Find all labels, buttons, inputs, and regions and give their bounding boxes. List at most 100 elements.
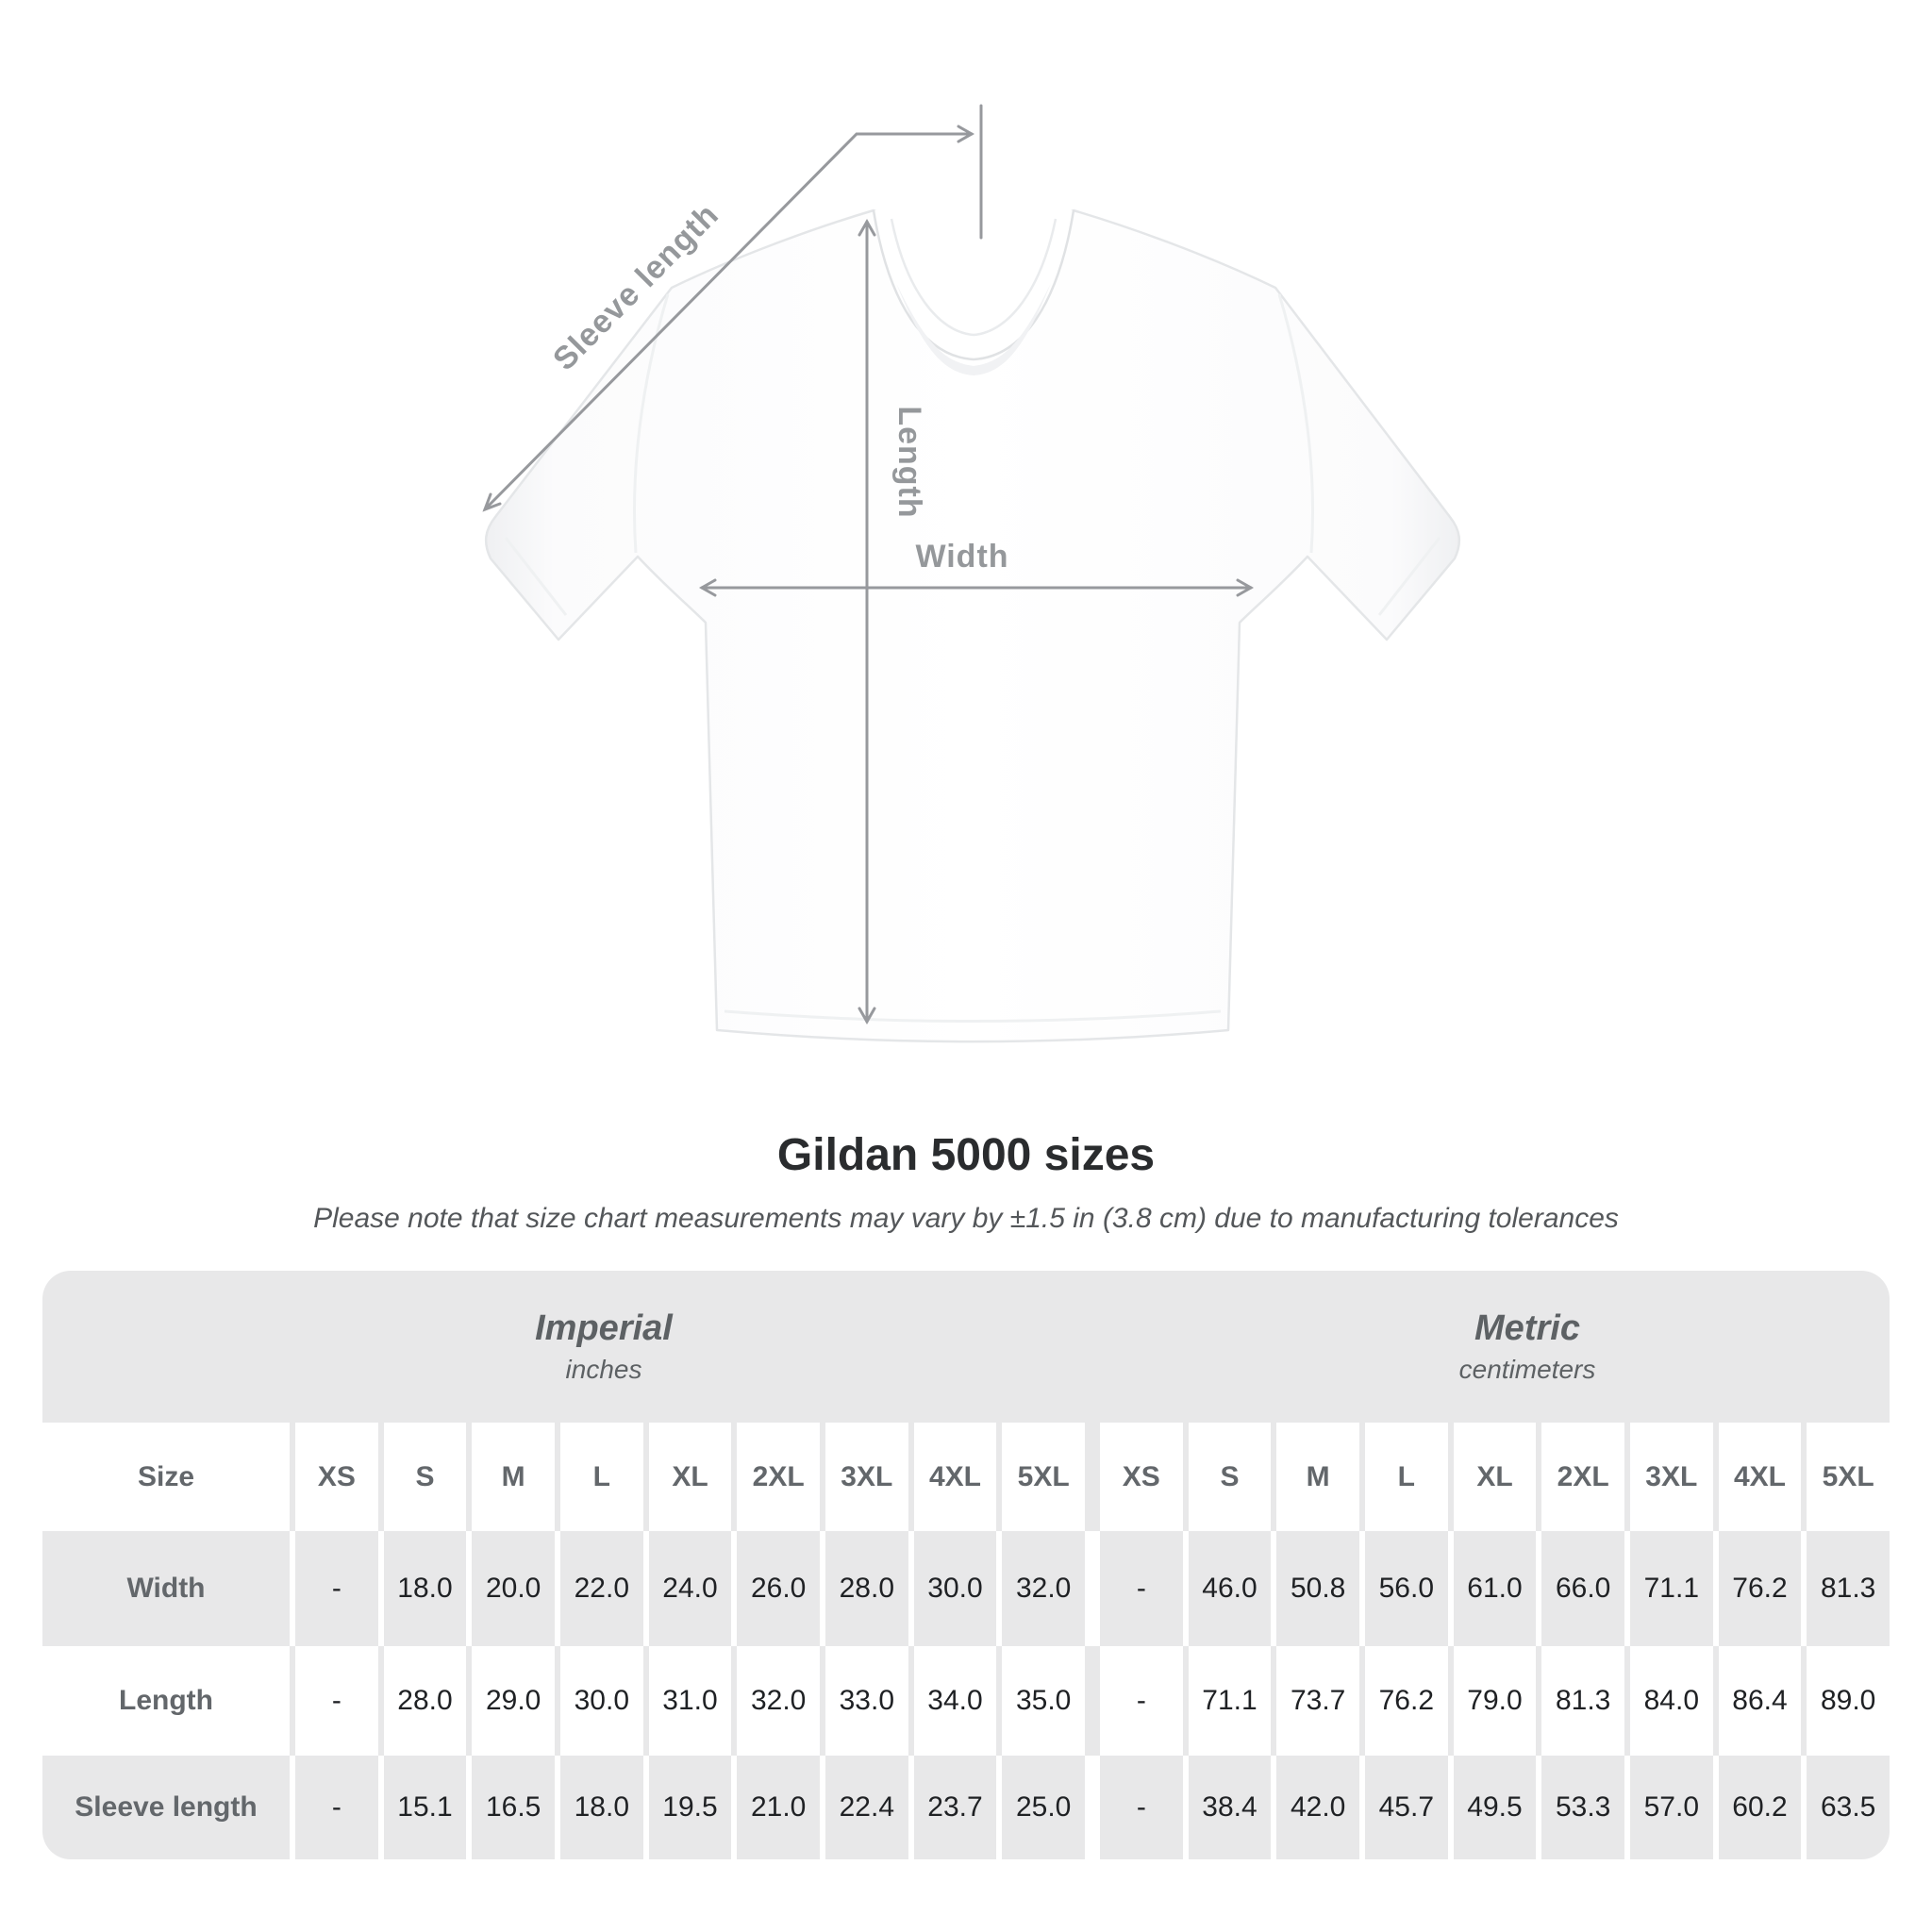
col-header-metric-5xl: 5XL — [1807, 1423, 1890, 1531]
table-cell: 28.0 — [383, 1646, 467, 1756]
imperial-unit-label: inches — [565, 1355, 642, 1384]
table-cell: - — [295, 1756, 378, 1859]
table-cell: - — [1099, 1646, 1183, 1756]
table-cell: 35.0 — [1002, 1646, 1085, 1756]
table-cell: 81.3 — [1541, 1646, 1624, 1756]
page-title: Gildan 5000 sizes — [776, 1130, 1156, 1180]
tshirt-illustration — [484, 208, 1461, 1043]
table-cell: - — [1099, 1531, 1183, 1646]
tshirt-measurement-diagram: Sleeve length Length Width — [482, 104, 1461, 1043]
table-row-length: Length - 28.0 29.0 30.0 31.0 32.0 33.0 3… — [42, 1646, 1890, 1756]
table-cell: 28.0 — [824, 1531, 908, 1646]
table-cell: 18.0 — [383, 1531, 467, 1646]
table-cell: 33.0 — [824, 1646, 908, 1756]
table-row-sleeve-length: Sleeve length - 15.1 16.5 18.0 19.5 21.0… — [42, 1756, 1890, 1859]
size-corner-label: Size — [137, 1460, 195, 1492]
col-header-imperial-5xl: 5XL — [1002, 1423, 1085, 1531]
table-cell: 49.5 — [1453, 1756, 1537, 1859]
size-header-row: Size XS S M L XL 2XL 3XL 4XL 5XL XS S M … — [42, 1423, 1890, 1531]
table-cell: 56.0 — [1364, 1531, 1448, 1646]
table-cell: 25.0 — [1002, 1756, 1085, 1859]
col-header-metric-3xl: 3XL — [1629, 1423, 1713, 1531]
table-cell: 29.0 — [472, 1646, 555, 1756]
table-cell: 23.7 — [913, 1756, 997, 1859]
col-header-imperial-xl: XL — [648, 1423, 732, 1531]
section-divider — [1091, 1423, 1094, 1531]
table-cell: 15.1 — [383, 1756, 467, 1859]
section-divider — [1091, 1531, 1094, 1646]
tolerance-note: Please note that size chart measurements… — [313, 1203, 1619, 1234]
table-cell: 19.5 — [648, 1756, 732, 1859]
size-corner-cell: Size — [42, 1423, 290, 1531]
table-cell: 57.0 — [1629, 1756, 1713, 1859]
table-cell: 71.1 — [1629, 1531, 1713, 1646]
table-cell: 79.0 — [1453, 1646, 1537, 1756]
table-cell: 76.2 — [1718, 1531, 1802, 1646]
table-cell: 34.0 — [913, 1646, 997, 1756]
table-cell: 66.0 — [1541, 1531, 1624, 1646]
col-header-imperial-xs: XS — [295, 1423, 378, 1531]
measurement-arrows — [482, 104, 1255, 1025]
table-cell: 46.0 — [1188, 1531, 1272, 1646]
table-cell: 22.0 — [559, 1531, 643, 1646]
table-cell: 81.3 — [1807, 1531, 1890, 1646]
table-cell: 50.8 — [1276, 1531, 1359, 1646]
row-label-cell: Length — [42, 1646, 290, 1756]
table-cell: 18.0 — [559, 1756, 643, 1859]
table-cell: 71.1 — [1188, 1646, 1272, 1756]
table-cell: - — [1099, 1756, 1183, 1859]
col-header-metric-xs: XS — [1099, 1423, 1183, 1531]
table-cell: 21.0 — [737, 1756, 820, 1859]
col-header-metric-xl: XL — [1453, 1423, 1537, 1531]
table-cell: 22.4 — [824, 1756, 908, 1859]
table-cell: 63.5 — [1807, 1756, 1890, 1859]
unit-header-row: Imperial inches Metric centimeters — [42, 1271, 1890, 1423]
metric-unit-label: centimeters — [1458, 1355, 1596, 1384]
table-cell: 89.0 — [1807, 1646, 1890, 1756]
table-cell: 30.0 — [559, 1646, 643, 1756]
table-row-width: Width - 18.0 20.0 22.0 24.0 26.0 28.0 30… — [42, 1531, 1890, 1646]
table-cell: 53.3 — [1541, 1756, 1624, 1859]
table-cell: 26.0 — [737, 1531, 820, 1646]
table-cell: 16.5 — [472, 1756, 555, 1859]
table-cell: 60.2 — [1718, 1756, 1802, 1859]
col-header-metric-4xl: 4XL — [1718, 1423, 1802, 1531]
col-header-imperial-2xl: 2XL — [737, 1423, 820, 1531]
col-header-imperial-3xl: 3XL — [824, 1423, 908, 1531]
col-header-imperial-4xl: 4XL — [913, 1423, 997, 1531]
table-cell: 32.0 — [737, 1646, 820, 1756]
metric-section-header: Metric centimeters — [1165, 1271, 1890, 1423]
table-cell: 84.0 — [1629, 1646, 1713, 1756]
imperial-section-header: Imperial inches — [42, 1271, 1165, 1423]
col-header-metric-m: M — [1276, 1423, 1359, 1531]
metric-label: Metric — [1474, 1308, 1580, 1348]
table-cell: 86.4 — [1718, 1646, 1802, 1756]
table-cell: 45.7 — [1364, 1756, 1448, 1859]
length-dimension-label: Length — [891, 406, 927, 518]
table-cell: - — [295, 1646, 378, 1756]
table-cell: 61.0 — [1453, 1531, 1537, 1646]
row-label-cell: Sleeve length — [42, 1756, 290, 1859]
table-cell: 30.0 — [913, 1531, 997, 1646]
imperial-label: Imperial — [535, 1308, 673, 1348]
width-dimension-label: Width — [915, 539, 1008, 575]
table-cell: 38.4 — [1188, 1756, 1272, 1859]
col-header-metric-s: S — [1188, 1423, 1272, 1531]
table-cell: 73.7 — [1276, 1646, 1359, 1756]
col-header-imperial-s: S — [383, 1423, 467, 1531]
row-label-cell: Width — [42, 1531, 290, 1646]
section-divider — [1091, 1646, 1094, 1756]
table-cell: 76.2 — [1364, 1646, 1448, 1756]
col-header-metric-l: L — [1364, 1423, 1448, 1531]
section-divider — [1091, 1756, 1094, 1859]
table-cell: - — [295, 1531, 378, 1646]
col-header-metric-2xl: 2XL — [1541, 1423, 1624, 1531]
col-header-imperial-l: L — [559, 1423, 643, 1531]
col-header-imperial-m: M — [472, 1423, 555, 1531]
size-table: Imperial inches Metric centimeters Size … — [42, 1271, 1890, 1859]
table-cell: 42.0 — [1276, 1756, 1359, 1859]
table-cell: 24.0 — [648, 1531, 732, 1646]
table-cell: 31.0 — [648, 1646, 732, 1756]
table-cell: 20.0 — [472, 1531, 555, 1646]
